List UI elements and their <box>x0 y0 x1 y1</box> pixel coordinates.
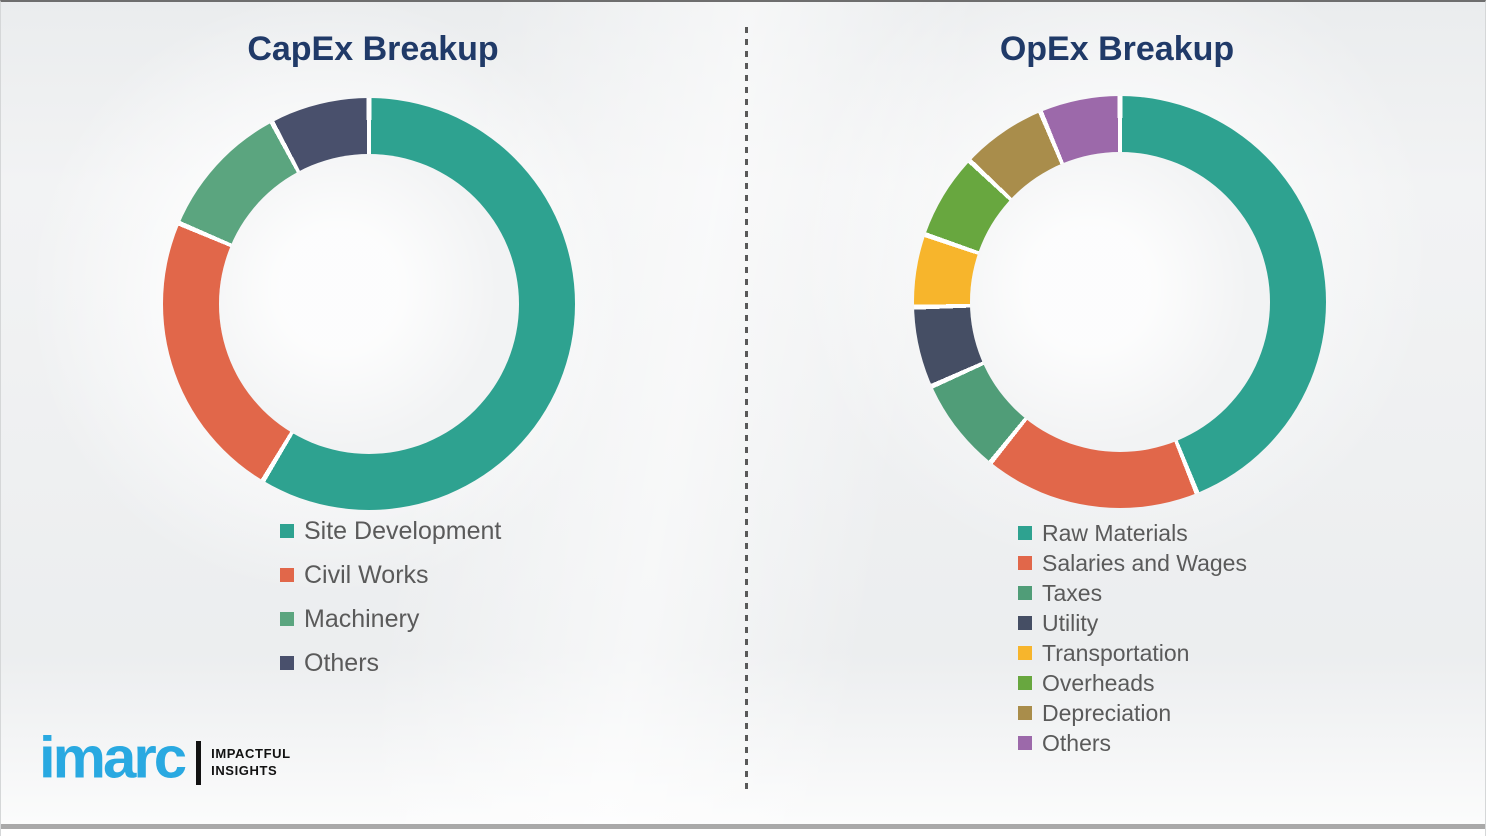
imarc-logo-tagline: IMPACTFUL INSIGHTS <box>211 746 291 780</box>
legend-item-depreciation: Depreciation <box>1018 698 1247 728</box>
legend-item-overheads: Overheads <box>1018 668 1247 698</box>
capex-chart-title: CapEx Breakup <box>247 30 499 68</box>
legend-swatch <box>280 568 294 582</box>
legend-label: Transportation <box>1042 639 1190 666</box>
legend-swatch <box>1018 706 1032 720</box>
legend-label: Raw Materials <box>1042 519 1188 546</box>
bottom-gray-bar <box>1 824 1485 829</box>
legend-label: Overheads <box>1042 669 1155 696</box>
legend-swatch <box>1018 526 1032 540</box>
legend-label: Others <box>1042 729 1112 756</box>
opex-donut-hole <box>970 152 1270 452</box>
legend-label: Depreciation <box>1042 699 1172 726</box>
legend-swatch <box>280 612 294 626</box>
legend-swatch <box>1018 616 1032 630</box>
legend-item-transportation: Transportation <box>1018 638 1247 668</box>
legend-swatch <box>1018 586 1032 600</box>
legend-label: Taxes <box>1042 579 1103 606</box>
legend-label: Site Development <box>304 516 502 545</box>
legend-item-raw-materials: Raw Materials <box>1018 518 1247 548</box>
imarc-logo: imarc IMPACTFUL INSIGHTS <box>39 728 291 788</box>
imarc-tagline-line2: INSIGHTS <box>211 763 278 778</box>
opex-donut-chart <box>914 96 1326 508</box>
legend-item-site-development: Site Development <box>280 509 501 553</box>
legend-item-machinery: Machinery <box>280 597 501 641</box>
legend-label: Salaries and Wages <box>1042 549 1247 576</box>
legend-label: Others <box>304 648 380 677</box>
imarc-logo-separator <box>196 741 202 785</box>
bottom-white-strip <box>1 829 1485 836</box>
legend-item-others: Others <box>1018 728 1247 758</box>
legend-swatch <box>1018 736 1032 750</box>
legend-label: Utility <box>1042 609 1099 636</box>
legend-label: Machinery <box>304 604 420 633</box>
capex-donut-hole <box>219 154 519 454</box>
legend-item-utility: Utility <box>1018 608 1247 638</box>
legend-item-salaries-and-wages: Salaries and Wages <box>1018 548 1247 578</box>
legend-swatch <box>280 656 294 670</box>
opex-chart-title: OpEx Breakup <box>999 30 1235 68</box>
legend-swatch <box>1018 676 1032 690</box>
vertical-dashed-divider <box>745 27 748 795</box>
legend-item-others: Others <box>280 641 501 685</box>
legend-item-civil-works: Civil Works <box>280 553 501 597</box>
legend-label: Civil Works <box>304 560 429 589</box>
imarc-logo-wordmark: imarc <box>39 724 187 791</box>
legend-swatch <box>1018 556 1032 570</box>
capex-legend: Site Development Civil Works Machinery Othe… <box>280 509 501 685</box>
legend-swatch <box>1018 646 1032 660</box>
opex-legend: Raw Materials Salaries and Wages Taxes Util… <box>1018 518 1247 758</box>
legend-swatch <box>280 524 294 538</box>
imarc-tagline-line1: IMPACTFUL <box>211 746 291 762</box>
capex-donut-chart <box>163 98 575 510</box>
legend-item-taxes: Taxes <box>1018 578 1247 608</box>
